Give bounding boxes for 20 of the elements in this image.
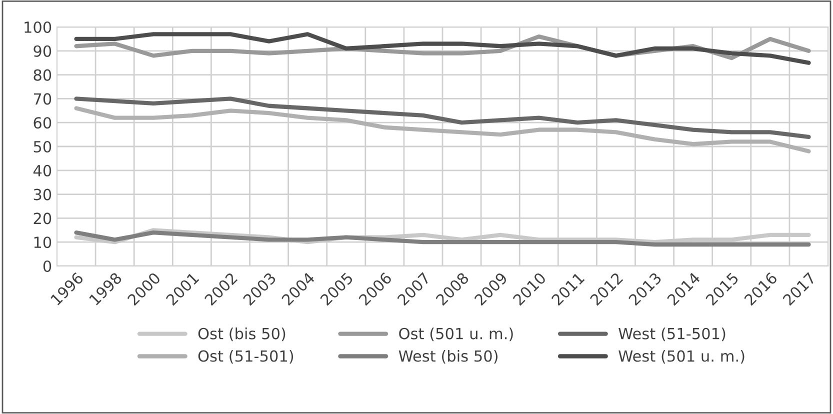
y-tick-label: 40 — [33, 164, 52, 176]
legend-label: Ost (51-501) — [198, 350, 294, 364]
y-tick-label: 80 — [34, 69, 52, 81]
legend-label: Ost (501 u. m.) — [399, 328, 513, 342]
y-tick-label: 70 — [34, 93, 52, 105]
legend-label: West (bis 50) — [398, 350, 498, 364]
legend-label: West (51-501) — [618, 328, 726, 342]
line-series — [74, 96, 811, 140]
legend-label: Ost (bis 50) — [198, 328, 286, 342]
y-tick-label: 10 — [34, 236, 52, 248]
line-series — [74, 32, 811, 65]
y-tick-label: 50 — [34, 140, 52, 153]
y-tick-label: 20 — [34, 212, 52, 224]
line-series — [74, 106, 811, 154]
legend-label: West (501 u. m.) — [618, 350, 744, 364]
y-tick-label: 100 — [24, 21, 52, 34]
y-tick-label: 60 — [34, 117, 52, 129]
y-tick-label: 90 — [34, 45, 52, 57]
y-tick-label: 30 — [34, 188, 52, 200]
y-tick-label: 0 — [43, 260, 52, 272]
